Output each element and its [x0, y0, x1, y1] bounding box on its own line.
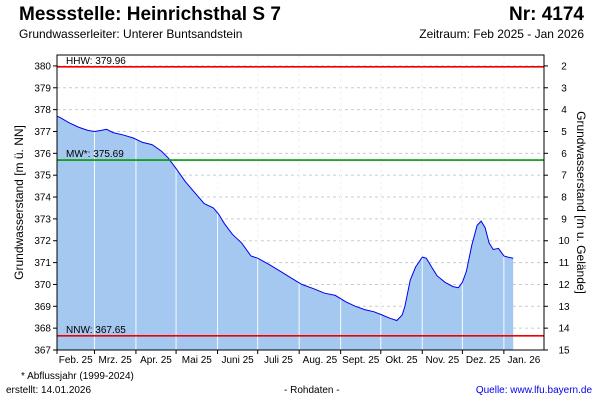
x-tick-label: Mai 25: [182, 355, 212, 366]
y2-tick-label: 12: [558, 280, 570, 291]
y2-tick-label: 9: [561, 214, 567, 225]
page-title: Messstelle: Heinrichsthal S 7: [19, 4, 281, 25]
y-tick-label: 378: [34, 105, 51, 116]
x-tick-label: Sept. 25: [342, 355, 380, 366]
y2-tick-label: 2: [561, 61, 567, 72]
y2-tick-label: 14: [558, 324, 570, 335]
y-tick-label: 367: [34, 346, 51, 357]
y-tick-label: 375: [34, 171, 51, 182]
y2-tick-label: 8: [561, 193, 567, 204]
y2-tick-label: 3: [561, 83, 567, 94]
hhw-label: HHW: 379.96: [66, 56, 126, 67]
y-tick-label: 373: [34, 214, 51, 225]
y-tick-label: 376: [34, 149, 51, 160]
period-label: Zeitraum: Feb 2025 - Jan 2026: [419, 27, 584, 41]
y-tick-label: 372: [34, 236, 51, 247]
y-tick-label: 377: [34, 127, 51, 138]
y2-tick-label: 6: [561, 149, 567, 160]
station-number: Nr: 4174: [509, 4, 584, 25]
y-tick-label: 369: [34, 302, 51, 313]
y2-tick-label: 5: [561, 127, 567, 138]
nnw-label: NNW: 367.65: [66, 325, 126, 336]
y-tick-label: 370: [34, 280, 51, 291]
x-tick-label: Aug. 25: [303, 355, 338, 366]
plot-frame: [56, 54, 545, 351]
x-tick-label: Apr. 25: [140, 355, 172, 366]
y2-tick-label: 7: [561, 171, 567, 182]
x-tick-label: Feb. 25: [59, 355, 93, 366]
footnote: * Abflussjahr (1999-2024): [21, 371, 134, 382]
x-tick-label: Juni 25: [221, 355, 254, 366]
x-tick-label: Nov. 25: [425, 355, 459, 366]
y-tick-label: 368: [34, 324, 51, 335]
x-tick-label: Okt. 25: [385, 355, 418, 366]
y2-tick-label: 11: [559, 258, 570, 269]
created-date: erstellt: 14.01.2026: [6, 385, 92, 396]
y2-tick-label: 15: [558, 346, 570, 357]
y-tick-label: 374: [34, 193, 51, 204]
y2-tick-label: 13: [558, 302, 570, 313]
rawdata-note: - Rohdaten -: [284, 385, 340, 396]
x-tick-label: Jan. 26: [508, 355, 541, 366]
y-axis-label: Grundwasserstand [m ü. NN]: [12, 125, 26, 280]
x-tick-label: Dez. 25: [466, 355, 501, 366]
y-tick-label: 371: [34, 258, 51, 269]
series-area: [57, 116, 514, 350]
y-tick-label: 379: [34, 83, 51, 94]
x-tick-label: Mrz. 25: [99, 355, 133, 366]
aquifer-label: Grundwasserleiter: Unterer Buntsandstein: [19, 27, 243, 41]
source-link[interactable]: Quelle: www.lfu.bayern.de: [475, 385, 592, 396]
series-line: [56, 115, 514, 322]
y-tick-label: 380: [34, 61, 51, 72]
y2-tick-label: 4: [561, 105, 567, 116]
y2-axis-label: Grundwasserstand [m u. Gelände]: [574, 111, 588, 294]
x-tick-label: Juli 25: [264, 355, 293, 366]
y2-tick-label: 10: [558, 236, 570, 247]
mw-label: MW*: 375.69: [66, 149, 124, 160]
